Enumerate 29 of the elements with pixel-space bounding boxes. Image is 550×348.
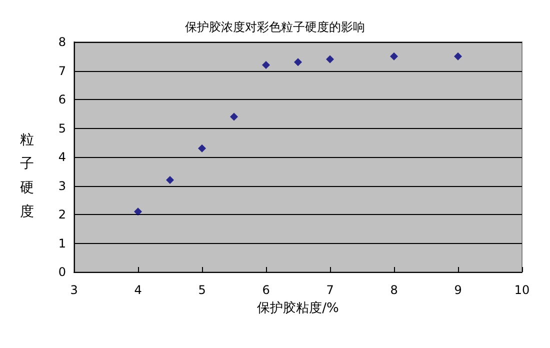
y-tick-label: 2 — [58, 208, 66, 222]
point — [390, 52, 398, 60]
y-axis-title: 粒子硬度 — [20, 132, 34, 220]
x-tick-label: 4 — [134, 283, 142, 297]
y-tick-label: 8 — [58, 35, 66, 49]
point — [198, 144, 206, 152]
x-tick-label: 3 — [70, 283, 78, 297]
x-tick-label: 7 — [326, 283, 334, 297]
x-tick-label: 10 — [514, 283, 530, 297]
point — [454, 52, 462, 60]
chart-title: 保护胶浓度对彩色粒子硬度的影响 — [185, 20, 365, 34]
y-tick-label: 7 — [58, 64, 66, 78]
y-tick-label: 0 — [58, 265, 66, 279]
x-tick-label: 5 — [198, 283, 206, 297]
point — [230, 112, 238, 121]
point — [294, 58, 302, 66]
y-tick-label: 1 — [58, 236, 66, 250]
x-tick-label: 6 — [262, 283, 270, 297]
point — [326, 55, 334, 64]
point — [134, 208, 142, 216]
y-tick-label: 5 — [58, 121, 66, 136]
y-tick-label: 4 — [58, 150, 66, 164]
x-tick-label: 8 — [390, 283, 398, 297]
x-tick-label: 9 — [454, 283, 462, 297]
x-axis-title: 保护胶粘度/% — [257, 300, 339, 316]
y-tick-label: 3 — [58, 178, 66, 193]
y-tick-label: 6 — [58, 92, 66, 106]
point — [166, 176, 174, 184]
point — [262, 61, 270, 69]
